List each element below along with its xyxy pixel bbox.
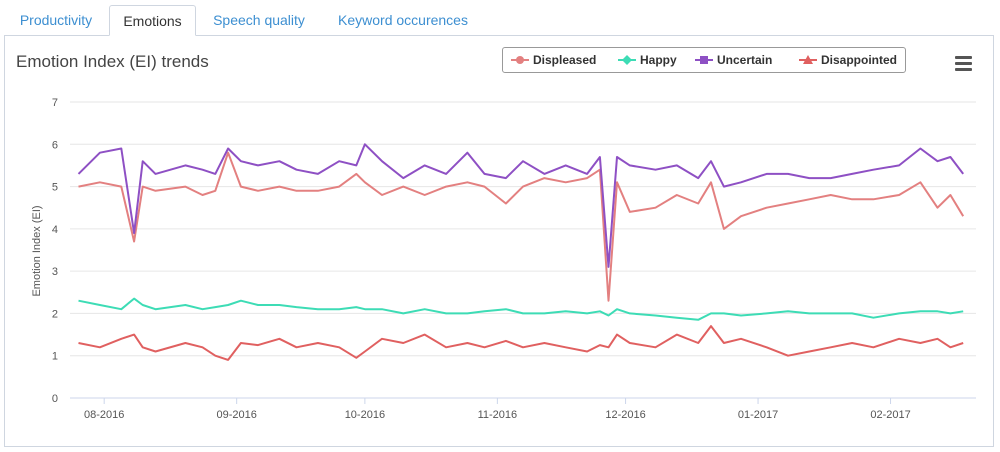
triangle-marker-icon — [799, 55, 817, 64]
tab-emotions[interactable]: Emotions — [109, 5, 196, 36]
series-line-uncertain[interactable] — [77, 143, 964, 268]
x-tick-label: 11-2016 — [478, 409, 518, 421]
hamburger-menu-icon[interactable] — [954, 55, 974, 71]
y-tick-label: 5 — [52, 182, 58, 194]
y-axis-ticks: 0 1 2 3 4 5 6 7 — [52, 97, 58, 405]
x-tick-label: 02-2017 — [870, 409, 910, 421]
y-tick-label: 3 — [52, 266, 58, 278]
series-line-displeased[interactable] — [78, 151, 965, 302]
tab-speech-quality[interactable]: Speech quality — [213, 12, 305, 28]
x-tick-label: 09-2016 — [216, 409, 256, 421]
chart-panel — [4, 35, 994, 447]
legend-label-happy: Happy — [640, 53, 677, 67]
tab-keyword-occurences[interactable]: Keyword occurences — [338, 12, 468, 28]
legend-label-displeased: Displeased — [533, 53, 597, 67]
grid-lines — [70, 101, 976, 399]
legend-label-uncertain: Uncertain — [717, 53, 773, 67]
y-tick-label: 0 — [52, 393, 58, 405]
y-tick-label: 7 — [52, 97, 58, 109]
y-tick-label: 6 — [52, 139, 58, 151]
y-tick-label: 1 — [52, 351, 58, 363]
y-tick-label: 4 — [52, 224, 58, 236]
square-marker-icon — [695, 56, 713, 64]
x-tick-label: 08-2016 — [84, 409, 124, 421]
y-axis-title: Emotion Index (EI) — [31, 205, 43, 296]
tab-productivity[interactable]: Productivity — [19, 12, 93, 28]
circle-marker-icon — [511, 56, 529, 64]
diamond-marker-icon — [618, 55, 636, 65]
legend: Displeased Happy Uncertain Disappointed — [502, 47, 906, 73]
x-tick-label: 12-2016 — [605, 409, 645, 421]
series-line-happy[interactable] — [78, 297, 964, 321]
x-axis-ticks: 08-2016 09-2016 10-2016 11-2016 12-2016 01-20… — [84, 398, 911, 421]
x-tick-label: 01-2017 — [738, 409, 778, 421]
tab-bar: Productivity Emotions Speech quality Key… — [0, 0, 1000, 36]
legend-label-disappointed: Disappointed — [821, 53, 898, 67]
chart-title: Emotion Index (EI) trends — [16, 52, 209, 71]
y-tick-label: 2 — [52, 308, 58, 320]
series-lines — [77, 143, 965, 361]
x-tick-label: 10-2016 — [345, 409, 385, 421]
series-line-disappointed[interactable] — [78, 325, 964, 361]
